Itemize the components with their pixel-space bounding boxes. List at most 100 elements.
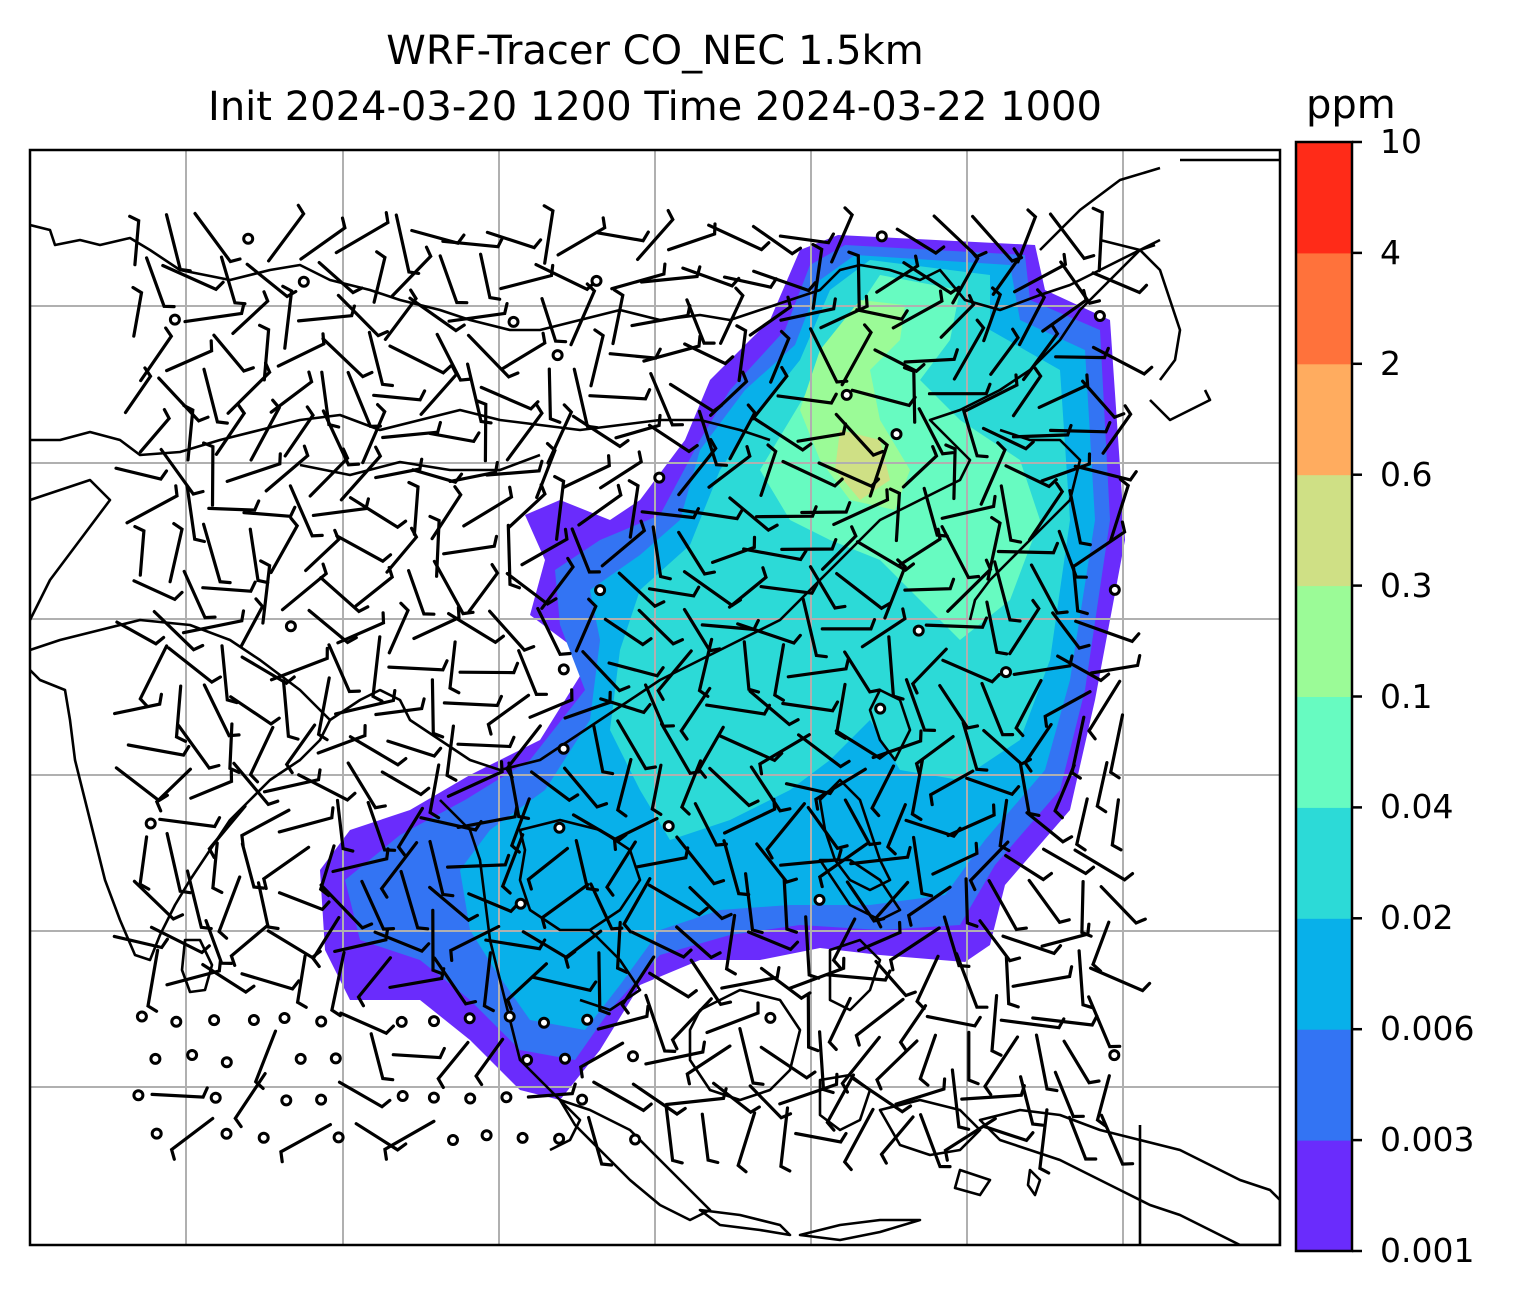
wind-barb [115, 620, 166, 646]
wind-barb [138, 644, 169, 708]
wind-barb [316, 724, 367, 755]
wind-barb [279, 1123, 332, 1164]
calm-marker [149, 1052, 162, 1065]
wind-barb [800, 501, 852, 515]
wind-barb [781, 700, 840, 713]
colorbar-tick-label: 10 [1380, 122, 1422, 161]
wind-barb [1022, 323, 1060, 382]
wind-barb [922, 486, 949, 538]
calm-marker [315, 1015, 328, 1028]
wind-barb [220, 644, 239, 705]
wind-barb [677, 530, 716, 576]
colorbar-tick-label: 0.3 [1380, 565, 1433, 605]
calm-marker [581, 1013, 594, 1026]
wind-barb [346, 370, 382, 428]
wind-barb [411, 468, 464, 485]
wind-barb [811, 242, 824, 310]
wind-barb [540, 297, 568, 344]
wind-barb [1051, 611, 1091, 650]
wind-barb [441, 236, 505, 249]
wind-barb [1089, 654, 1142, 675]
wind-barb [563, 766, 609, 809]
wind-barb [269, 646, 329, 682]
colorbar-tick-label: 0.003 [1380, 1120, 1475, 1160]
calm-marker [168, 313, 181, 326]
calm-marker [463, 1012, 476, 1025]
wind-barb [226, 361, 272, 415]
wind-barb [912, 835, 934, 898]
wind-barb [1059, 260, 1101, 306]
calm-marker [813, 893, 826, 906]
wind-barb [295, 954, 308, 1009]
wind-barb [588, 388, 652, 401]
wind-barb [961, 721, 989, 772]
colorbar-segment [1296, 696, 1352, 808]
wind-barb [636, 209, 675, 261]
wind-barb [835, 572, 892, 611]
wind-barb [165, 339, 214, 373]
wind-barb [207, 499, 261, 512]
wind-barb [840, 323, 873, 387]
wind-barb [264, 444, 310, 493]
wind-barb [574, 597, 598, 653]
wind-barb [1040, 452, 1092, 483]
wind-barb [942, 915, 971, 968]
calm-marker [653, 471, 666, 484]
wind-barb [946, 558, 993, 613]
wind-barb [596, 230, 650, 243]
wind-barb [758, 733, 811, 776]
calm-marker [284, 620, 297, 633]
calm-marker [912, 624, 925, 637]
wind-barb [229, 695, 281, 726]
wind-barb [902, 261, 961, 296]
colorbar-tick-label: 0.02 [1380, 898, 1454, 938]
colorbar-tick-label: 0.1 [1380, 676, 1433, 716]
wind-barb [748, 295, 793, 337]
wind-barb [962, 408, 989, 459]
calm-marker [257, 1131, 270, 1144]
wind-barb [919, 1113, 952, 1169]
map-title-line2: Init 2024-03-20 1200 Time 2024-03-22 100… [208, 84, 1102, 130]
wind-barb [193, 211, 242, 264]
wind-barb [258, 323, 271, 382]
wind-barb [407, 480, 420, 536]
calm-marker [150, 1127, 163, 1140]
wind-barb [752, 269, 817, 293]
wind-barb [240, 655, 296, 686]
wind-barb [202, 441, 215, 507]
wind-barb [708, 766, 760, 808]
wind-barb [346, 761, 387, 810]
wind-barb [614, 413, 662, 440]
wind-barb [1099, 1113, 1135, 1166]
wind-barb [1027, 878, 1071, 925]
wind-barb [759, 1045, 817, 1080]
wind-barb [605, 840, 637, 897]
wind-barb [428, 514, 441, 578]
wind-barb [571, 414, 630, 449]
wind-barb [981, 426, 1035, 451]
wind-barb [850, 1076, 913, 1114]
wind-barb [394, 213, 421, 275]
wind-barb [675, 835, 726, 886]
wind-barb [1028, 481, 1065, 542]
wind-barb [211, 841, 224, 894]
wind-barb [165, 959, 222, 987]
wind-barb [738, 1027, 765, 1086]
wind-barb [587, 1115, 614, 1167]
wind-barb [875, 254, 920, 294]
wind-barb [765, 802, 806, 860]
calm-marker [132, 1089, 145, 1102]
wind-barb [697, 409, 729, 467]
wind-barb [159, 447, 205, 496]
wind-barb [685, 298, 716, 345]
wind-barb [1073, 520, 1127, 567]
wind-barb [168, 522, 184, 584]
wind-barb [334, 211, 390, 255]
wind-barb [334, 689, 397, 716]
wind-barb [556, 216, 607, 257]
wind-barb [183, 302, 246, 324]
wind-barb [603, 617, 653, 647]
calm-marker [538, 1016, 550, 1029]
wind-barb [277, 806, 335, 834]
wind-barb [360, 879, 396, 931]
